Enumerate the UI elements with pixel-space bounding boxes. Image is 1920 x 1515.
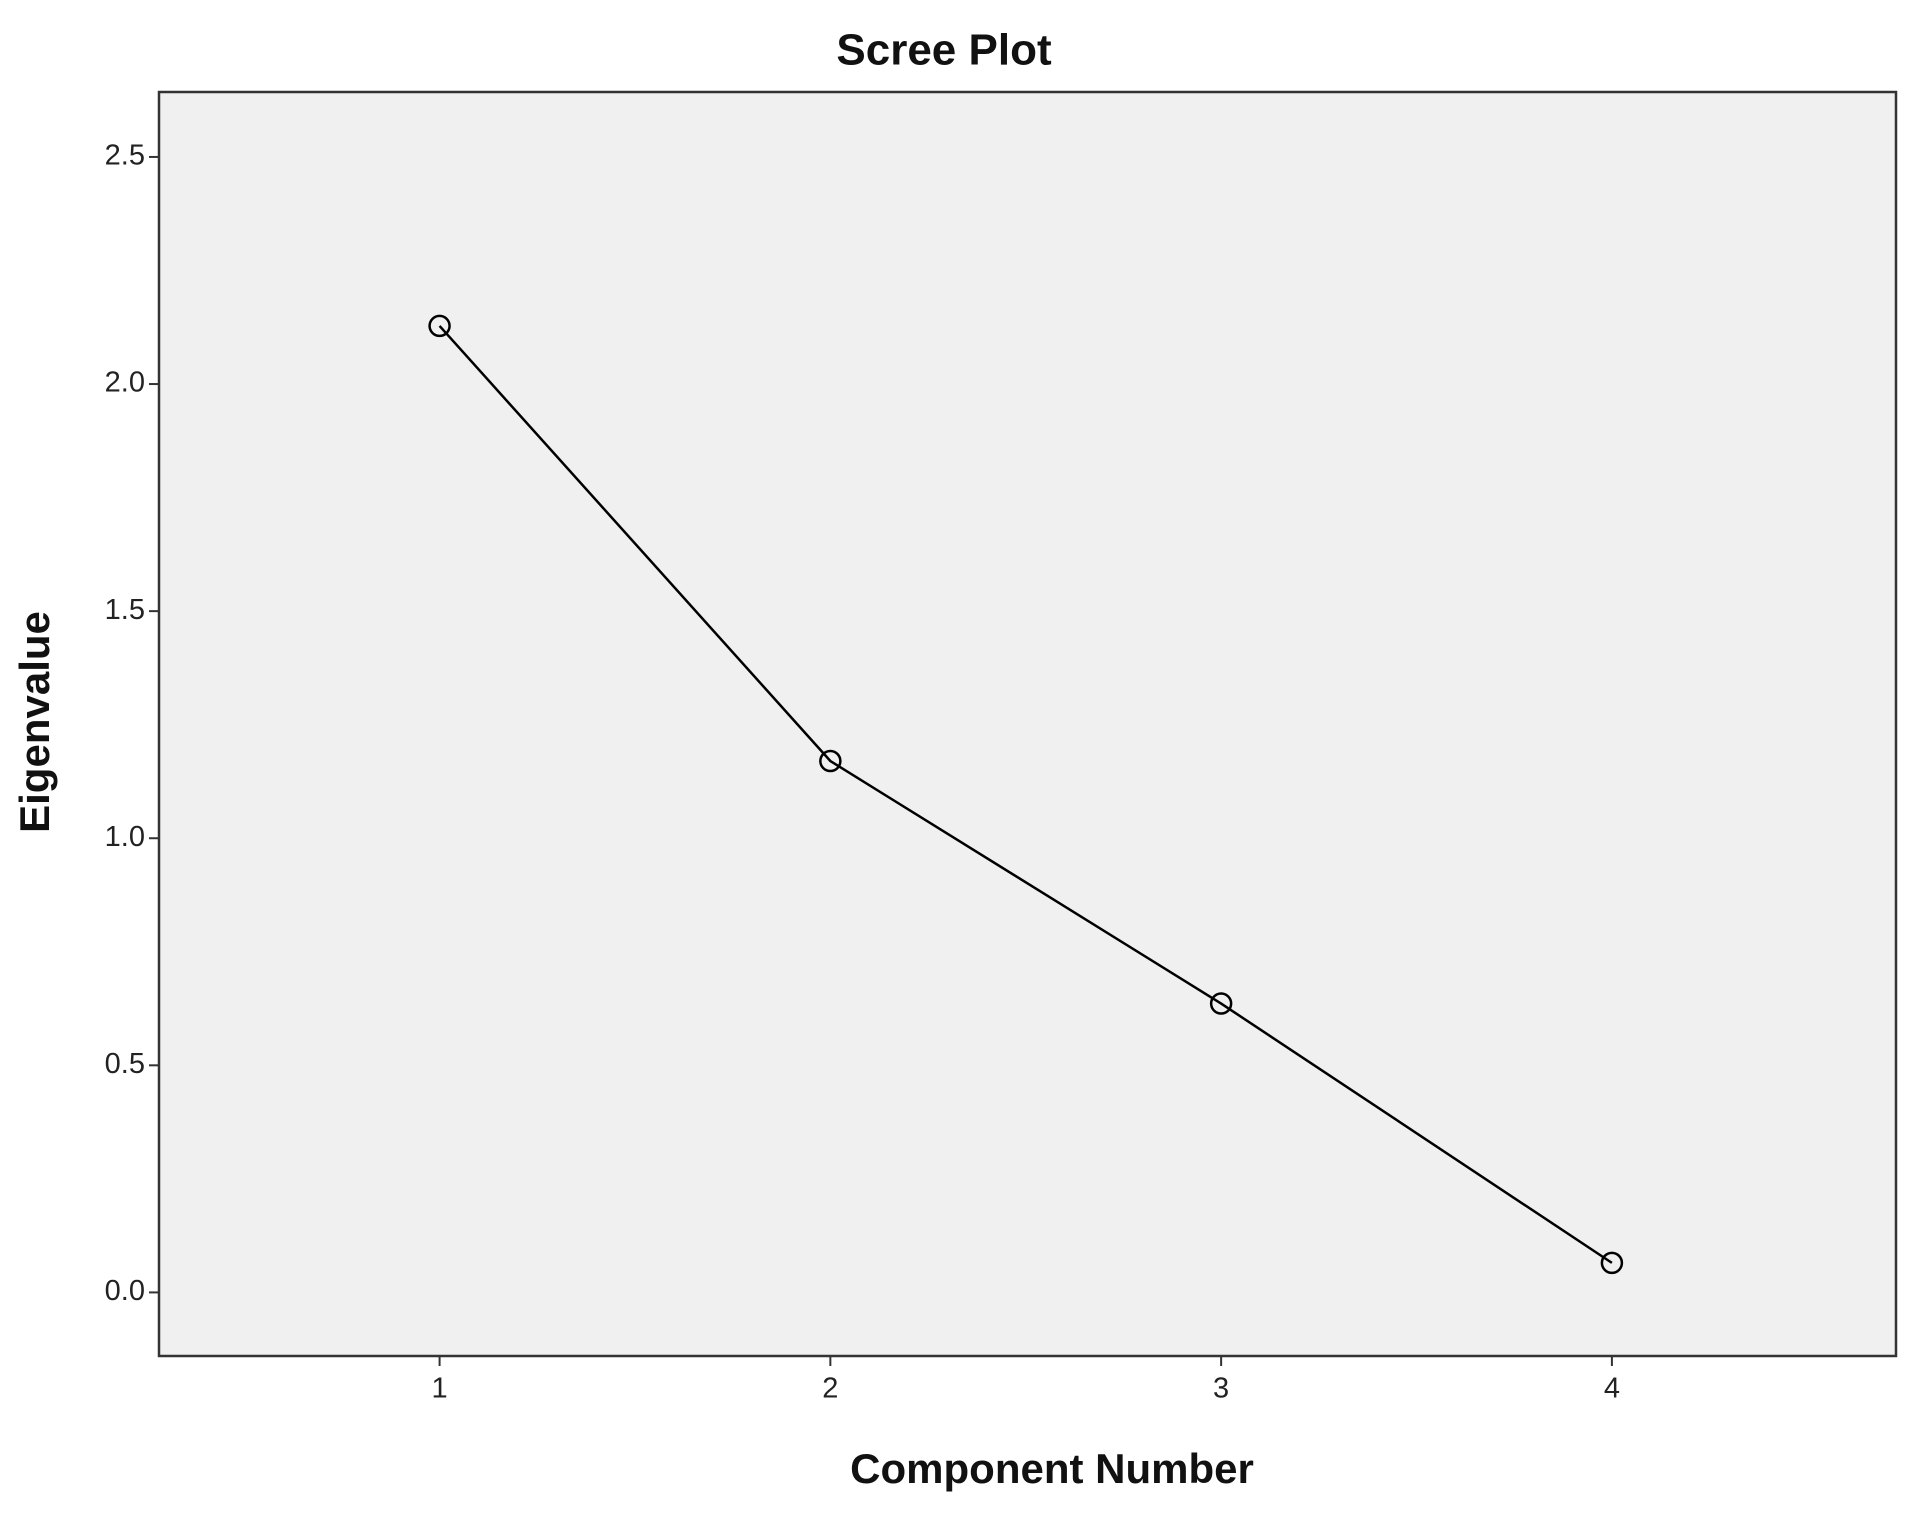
x-tick-label: 2 (822, 1373, 838, 1405)
point (1209, 992, 1233, 1015)
y-tick-label: 0.0 (105, 1275, 145, 1307)
x-tick-label: 3 (1213, 1373, 1229, 1405)
x-axis-label: Component Number (850, 1445, 1254, 1492)
x-tick-label: 4 (1604, 1373, 1620, 1405)
point (819, 749, 842, 773)
y-tick-label: 1.5 (105, 594, 145, 626)
chart-title: Scree Plot (836, 26, 1052, 75)
line (438, 325, 1613, 1264)
point (1600, 1251, 1624, 1275)
y-tick-label: 0.5 (105, 1048, 145, 1080)
y-axis-label: Eigenvalue (11, 611, 58, 833)
y-tick-label: 1.0 (105, 821, 145, 853)
plot-area (157, 90, 1898, 1358)
x-tick-label: 1 (432, 1373, 448, 1405)
y-tick-label: 2.5 (105, 140, 145, 172)
point (428, 314, 451, 338)
y-tick-label: 2.0 (105, 367, 145, 399)
